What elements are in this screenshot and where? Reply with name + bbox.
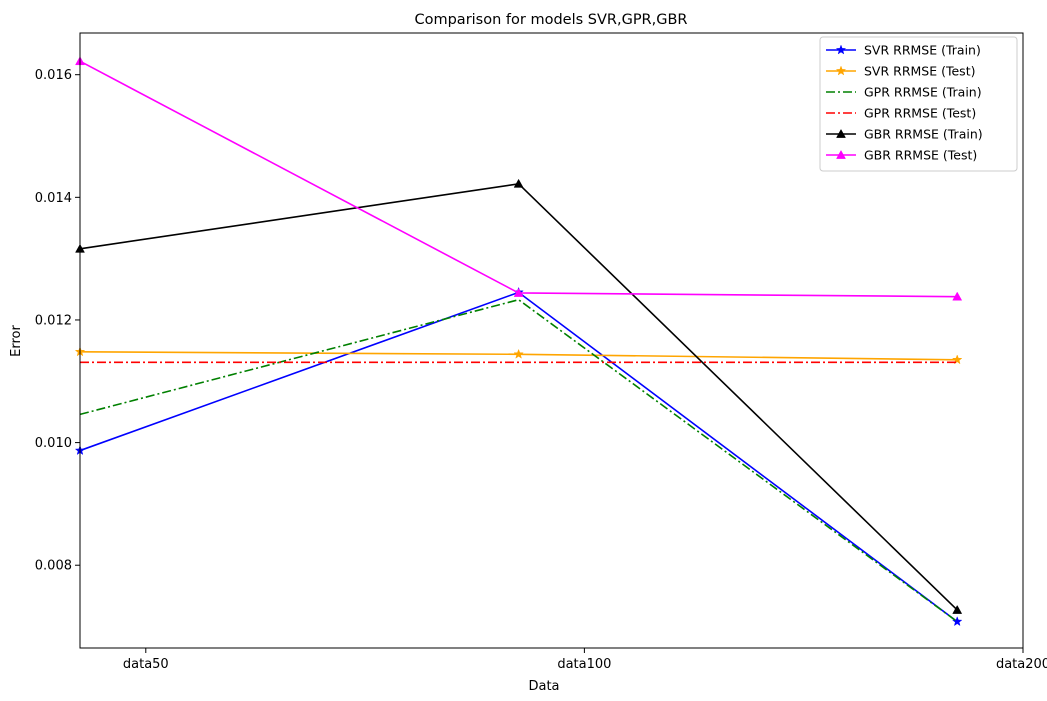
data-point	[952, 604, 963, 614]
series-0	[74, 286, 963, 627]
plot-frame	[79, 32, 1024, 649]
data-point	[951, 354, 963, 365]
data-point	[952, 291, 963, 301]
x-axis-label: Data	[528, 679, 559, 694]
legend-marker	[836, 128, 846, 138]
y-tick-label: 0.008	[35, 559, 72, 574]
legend-marker	[835, 44, 847, 55]
x-tick-label: data200	[996, 657, 1047, 672]
legend-label: SVR RRMSE (Train)	[864, 43, 981, 58]
series-4	[75, 178, 963, 614]
series-line	[79, 182, 958, 611]
data-point	[513, 178, 524, 188]
legend-label: GPR RRMSE (Test)	[864, 106, 976, 121]
legend-marker	[836, 149, 846, 159]
legend-label: GBR RRMSE (Train)	[864, 127, 983, 142]
y-tick-label: 0.010	[35, 436, 72, 451]
series-5	[75, 56, 963, 301]
y-tick-label: 0.012	[35, 313, 72, 328]
y-axis-label: Error	[9, 325, 24, 357]
x-axis: data50 data100 data200	[123, 648, 1047, 672]
legend: SVR RRMSE (Train) SVR RRMSE (Test) GPR RRM…	[819, 36, 1018, 172]
legend-label: GBR RRMSE (Test)	[864, 148, 977, 163]
legend-box	[819, 36, 1018, 172]
y-axis: 0.008 0.010 0.012 0.014 0.016	[35, 68, 80, 574]
x-tick-label: data50	[123, 657, 169, 672]
legend-label: GPR RRMSE (Train)	[864, 85, 982, 100]
chart-title: Comparison for models SVR,GPR,GBR	[414, 12, 687, 28]
y-tick-label: 0.014	[35, 191, 72, 206]
data-point	[513, 348, 524, 359]
series-line	[79, 291, 958, 623]
plot-area	[74, 56, 963, 627]
legend-marker	[835, 65, 847, 76]
series-2	[79, 298, 958, 623]
series-1	[74, 346, 963, 365]
legend-label: SVR RRMSE (Test)	[864, 64, 975, 79]
x-tick-label: data100	[557, 657, 611, 672]
y-tick-label: 0.016	[35, 68, 72, 83]
series-line	[79, 298, 958, 623]
data-point	[513, 287, 524, 297]
data-point	[951, 616, 963, 627]
